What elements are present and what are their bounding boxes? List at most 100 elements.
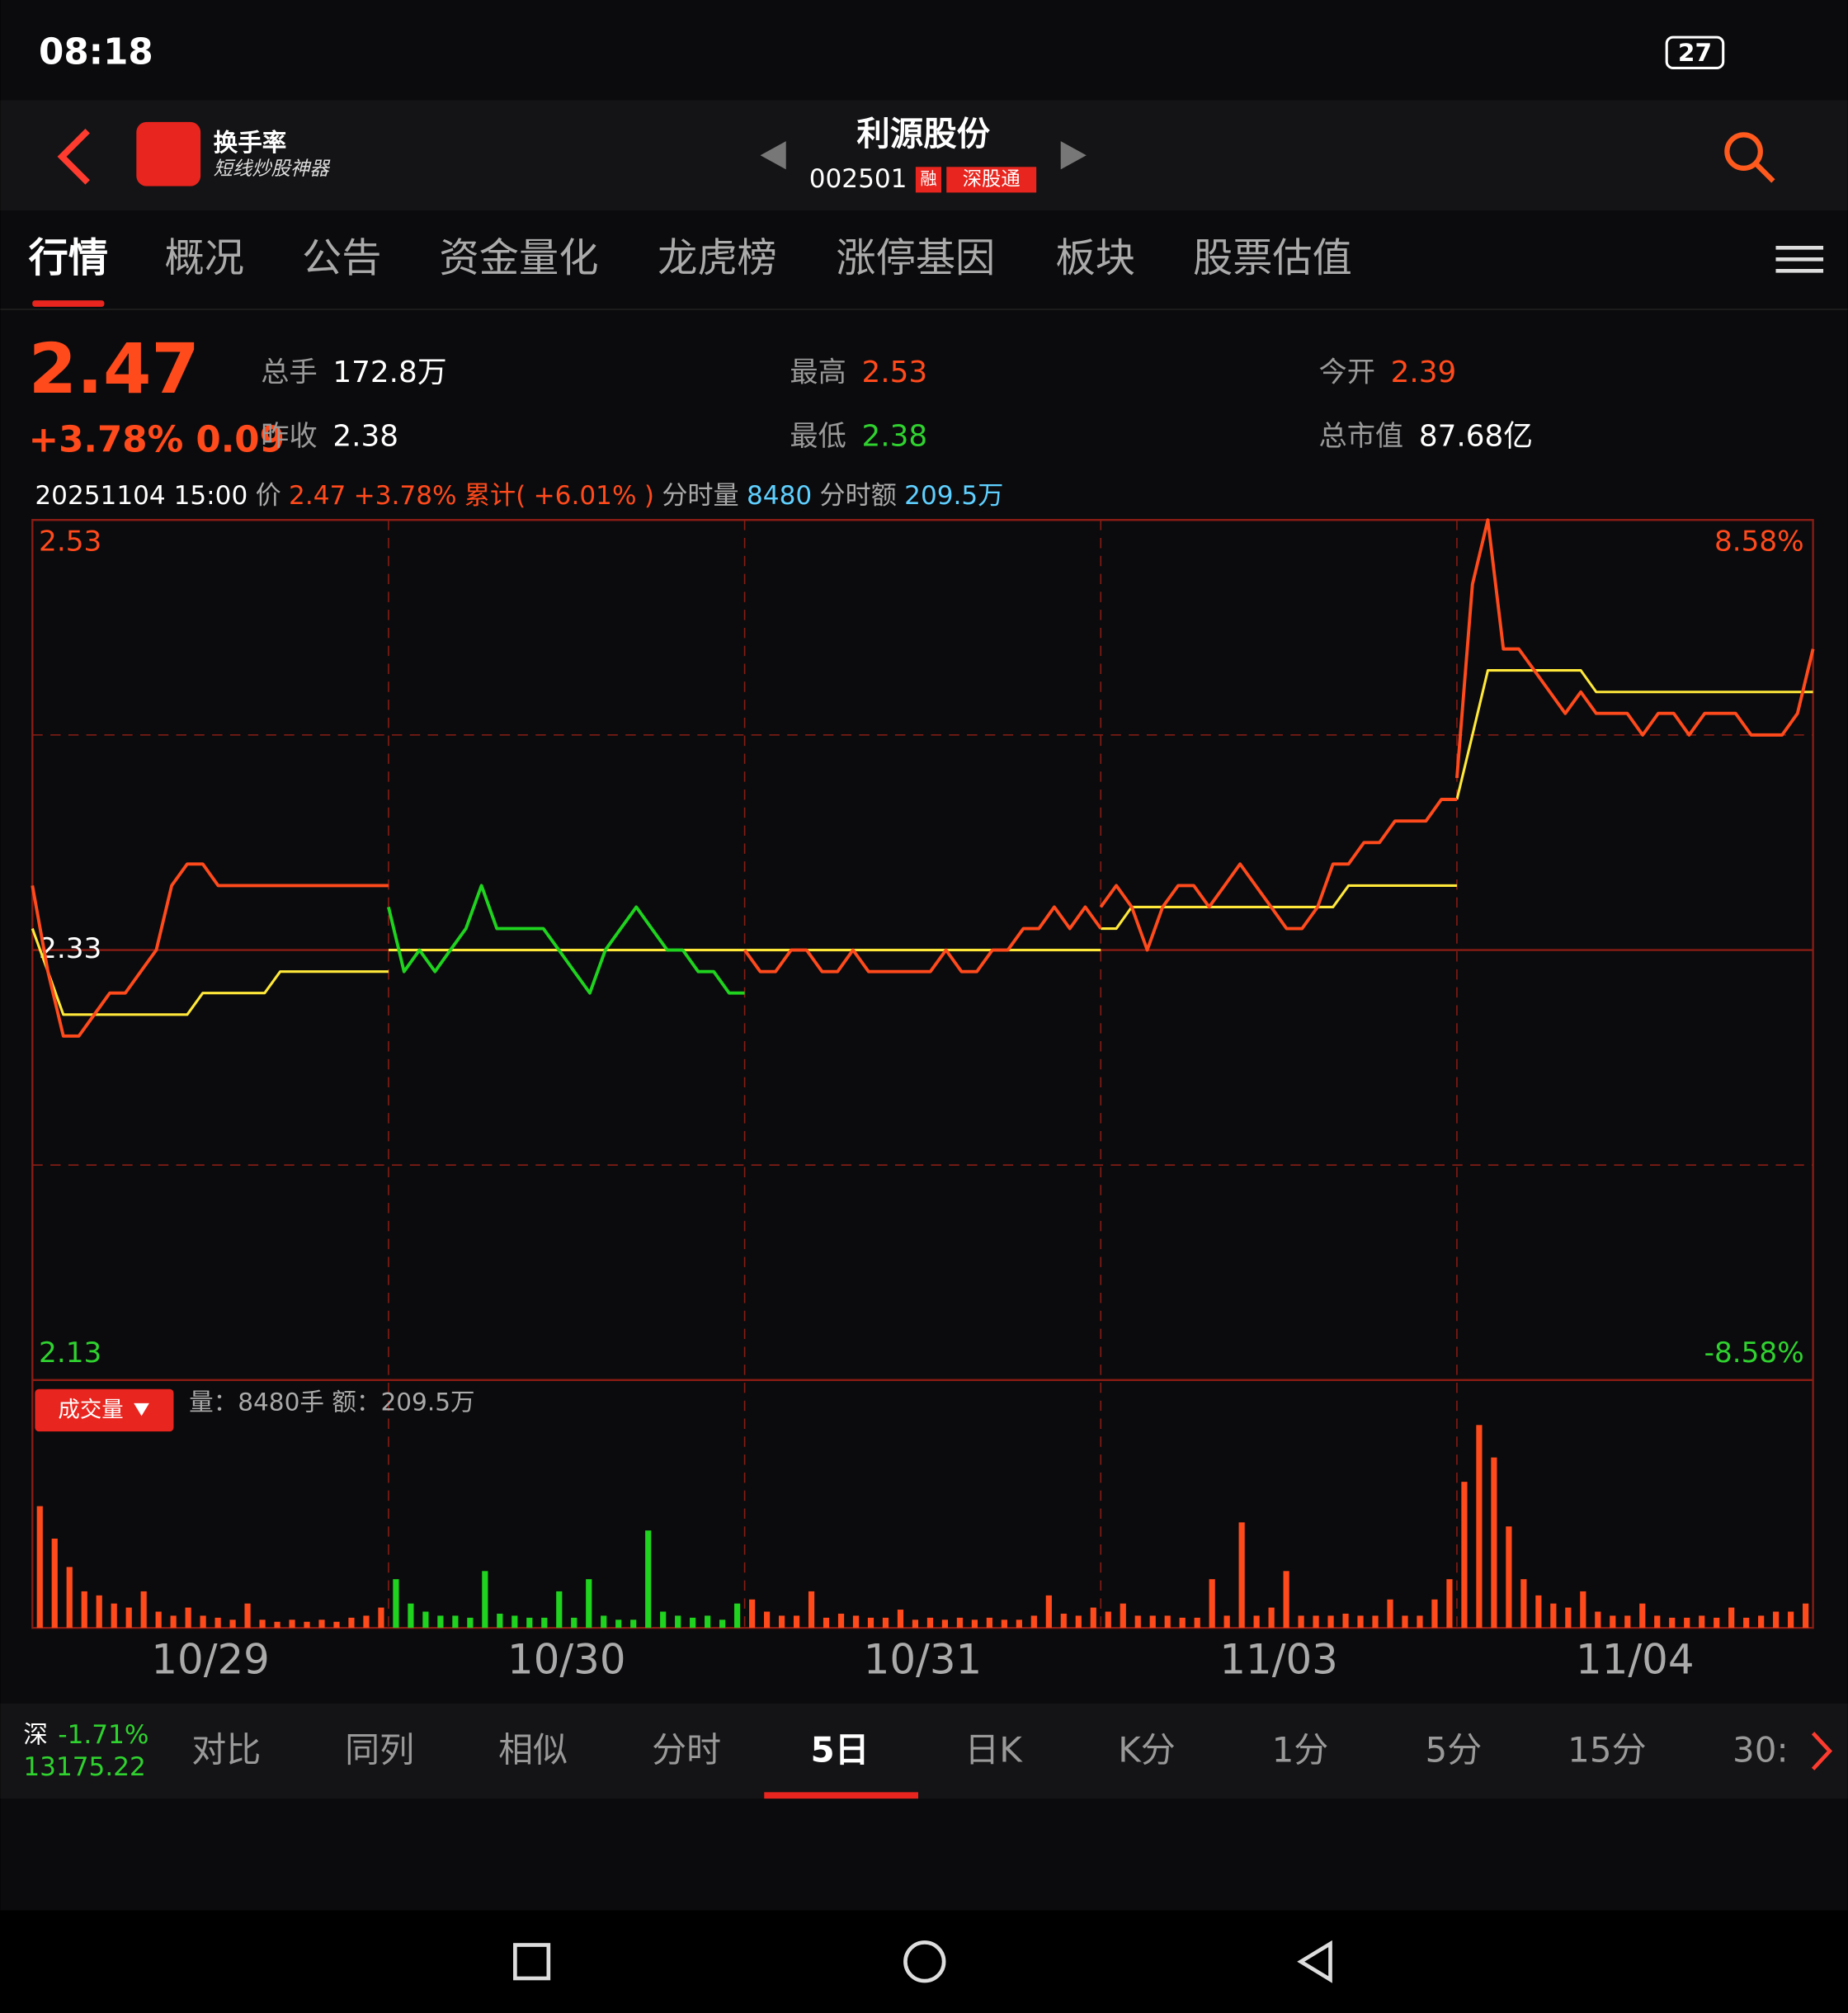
nav-recents[interactable] [513, 1943, 551, 1981]
volume-bar [1728, 1607, 1735, 1629]
volume-bar [1743, 1617, 1750, 1629]
prev-stock[interactable] [760, 141, 786, 170]
volume-bar [556, 1591, 563, 1629]
volume-bar [318, 1619, 325, 1629]
bottom-tab[interactable]: 相似 [498, 1730, 568, 1770]
info-line: 20251104 15:00 价 2.47 +3.78% 累计(+6.01%) 分时量 84… [35, 481, 1003, 511]
bottom-tab[interactable]: 对比 [191, 1730, 261, 1770]
volume-bar [1164, 1615, 1171, 1629]
volume-bar [1001, 1619, 1007, 1629]
price-change: +3.78% 0.09 [29, 419, 285, 460]
volume-bar [675, 1615, 681, 1629]
bottom-tab[interactable]: 分时 [652, 1730, 721, 1770]
bottom-tab[interactable]: 15分 [1568, 1730, 1646, 1770]
volume-bar [140, 1591, 147, 1629]
battery-icon [1665, 35, 1725, 70]
volume-bar [1313, 1615, 1319, 1629]
volume-bar [1298, 1615, 1304, 1629]
tab[interactable]: 行情 [29, 235, 108, 281]
volume-bar [1431, 1599, 1438, 1629]
volume-bar [1550, 1603, 1557, 1629]
tab[interactable]: 股票估值 [1193, 235, 1352, 281]
volume-bar [1179, 1617, 1186, 1629]
volume-bar [541, 1617, 548, 1629]
search-button[interactable] [1724, 132, 1763, 171]
tab[interactable]: 板块 [1056, 235, 1135, 281]
volume-bar [1209, 1579, 1215, 1629]
volume-bar [378, 1607, 384, 1629]
volume-bar [170, 1615, 177, 1629]
field-label: 最低 [790, 420, 846, 453]
volume-bar [1699, 1615, 1705, 1629]
status-time: 08:18 [39, 31, 153, 73]
info-amt-label: 分时额 [820, 481, 897, 511]
field-label: 总手 [261, 356, 317, 389]
tab[interactable]: 资金量化 [440, 235, 599, 281]
bottom-tab[interactable]: 30: [1732, 1730, 1789, 1770]
info-datetime: 20251104 15:00 [35, 481, 248, 511]
info-vol: 8480 [747, 481, 812, 511]
tab[interactable]: 涨停基因 [836, 235, 995, 281]
app-logo [136, 121, 201, 186]
bottom-tab[interactable]: 5日 [810, 1730, 869, 1770]
tab[interactable]: 龙虎榜 [658, 235, 777, 281]
volume-bar [1372, 1615, 1379, 1629]
info-cum-label: 累计( [464, 481, 526, 511]
more-tabs[interactable] [1811, 1732, 1833, 1770]
volume-bar [912, 1619, 919, 1629]
field-label: 今开 [1319, 356, 1375, 389]
dropdown-arrow [134, 1402, 149, 1417]
info-vol-label: 分时量 [662, 481, 738, 511]
menu-button[interactable] [1775, 245, 1824, 273]
bottom-tab[interactable]: 日K [964, 1730, 1023, 1770]
volume-bar [867, 1617, 874, 1629]
back-button[interactable] [57, 128, 90, 185]
info-cum: +6.01% [534, 481, 637, 511]
tab-row: 行情 概况 公告 资金量化 龙虎榜 涨停基因 板块 股票估值 [29, 235, 1352, 281]
volume-bar [363, 1615, 370, 1629]
bottom-tab[interactable]: K分 [1118, 1730, 1176, 1770]
volume-bar [1803, 1603, 1809, 1629]
tab[interactable]: 概况 [165, 235, 244, 281]
bottom-tab[interactable]: 5分 [1426, 1730, 1483, 1770]
nav-home[interactable] [903, 1940, 946, 1983]
info-price-label: 价 [256, 481, 281, 511]
bottom-tab[interactable]: 同列 [345, 1730, 414, 1770]
bottom-tab[interactable]: 1分 [1272, 1730, 1329, 1770]
price-line [743, 905, 1102, 974]
field-value: 2.38 [862, 420, 928, 454]
next-stock[interactable] [1060, 141, 1087, 170]
volume-bar [586, 1579, 592, 1629]
price-line [31, 862, 389, 1038]
y-tick-label: 2.13 [39, 1336, 101, 1370]
volume-bar [81, 1591, 87, 1629]
volume-button[interactable]: 成交量 [58, 1398, 123, 1423]
volume-bar [1684, 1617, 1690, 1629]
bottom-tab-bar [0, 1703, 1848, 1799]
volume-bar [1639, 1603, 1646, 1629]
x-tick-label: 10/31 [864, 1636, 982, 1684]
volume-bar [36, 1506, 43, 1629]
nav-back[interactable] [1297, 1940, 1332, 1983]
volume-bar [1520, 1579, 1527, 1629]
volume-selector[interactable] [35, 1388, 174, 1432]
volume-bar [1773, 1611, 1780, 1629]
y-tick-label: 2.33 [39, 932, 101, 965]
tab[interactable]: 公告 [302, 235, 381, 281]
index-change: -1.71% [58, 1720, 148, 1750]
volume-bar [986, 1617, 992, 1629]
y-tick-label: 2.53 [39, 526, 101, 559]
y2-tick-label: -8.58% [1704, 1336, 1804, 1370]
volume-bar [422, 1611, 429, 1629]
stock-name: 利源股份 [856, 114, 990, 153]
quote-fields: 总手 172.8万 最高 2.53 今开 2.39 昨收 2.38 最低 2.38 总市值 87.68… [261, 356, 1533, 454]
volume-bar [1758, 1615, 1765, 1629]
price-line [1099, 798, 1457, 952]
volume-bar [823, 1617, 830, 1629]
field-value: 2.39 [1391, 356, 1457, 389]
volume-bar [125, 1607, 132, 1629]
volume-bar [1090, 1607, 1096, 1629]
field-value: 87.68亿 [1419, 420, 1533, 454]
